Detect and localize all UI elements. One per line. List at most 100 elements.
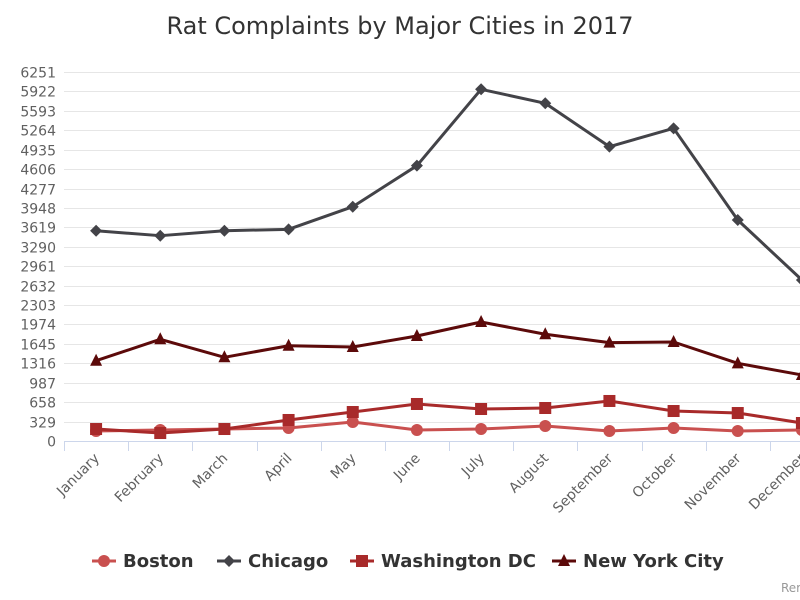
legend-diamond-icon — [223, 555, 235, 567]
x-tick-label: December — [746, 450, 800, 513]
y-tick-label: 4935 — [20, 144, 56, 160]
series-lines — [90, 83, 800, 440]
data-point[interactable] — [667, 405, 680, 418]
data-point[interactable] — [410, 424, 423, 437]
data-point[interactable] — [795, 368, 800, 381]
y-tick-label: 4277 — [20, 183, 56, 199]
legend-circle-icon — [98, 555, 110, 567]
data-point[interactable] — [154, 332, 167, 345]
data-point[interactable] — [795, 274, 800, 286]
data-point[interactable] — [603, 394, 616, 407]
legend-item-new-york-city[interactable]: New York City — [552, 551, 724, 572]
data-point[interactable] — [475, 83, 488, 96]
series-line[interactable] — [95, 320, 800, 377]
data-point[interactable] — [346, 406, 359, 419]
data-point[interactable] — [731, 356, 744, 369]
x-tick-label: October — [629, 450, 680, 501]
legend-item-chicago[interactable]: Chicago — [217, 551, 328, 572]
data-point[interactable] — [410, 159, 423, 172]
x-tick-label: February — [112, 451, 167, 506]
data-point[interactable] — [475, 314, 488, 327]
y-tick-label: 5922 — [20, 85, 56, 101]
legend-label: Chicago — [248, 551, 328, 572]
y-axis-ticks: 0 329 658 987 1316 1645 1974 2303 2632 2961 3290 36… — [20, 66, 56, 451]
data-point[interactable] — [731, 425, 744, 438]
data-point[interactable] — [539, 327, 552, 340]
data-point[interactable] — [603, 335, 616, 348]
y-tick-label: 3948 — [20, 202, 56, 218]
data-point[interactable] — [731, 213, 744, 226]
y-tick-label: 4606 — [20, 163, 56, 179]
data-point[interactable] — [731, 407, 744, 420]
series-boston — [90, 415, 800, 438]
data-point[interactable] — [282, 338, 295, 351]
y-tick-label: 658 — [29, 396, 56, 412]
legend-square-icon — [356, 555, 368, 567]
x-tick-label: May — [328, 451, 360, 483]
legend-label: New York City — [583, 551, 724, 572]
data-point[interactable] — [410, 397, 423, 410]
legend: Boston Chicago Washington DC New York City — [92, 551, 724, 572]
y-tick-label: 6251 — [20, 66, 56, 82]
legend-item-boston[interactable]: Boston — [92, 551, 194, 572]
y-tick-label: 2303 — [20, 299, 56, 315]
data-point[interactable] — [218, 423, 231, 436]
x-tick-label: April — [261, 451, 295, 485]
y-tick-label: 1316 — [20, 357, 56, 373]
x-axis: January February March April May June July Augu… — [53, 441, 800, 517]
series-line[interactable] — [95, 399, 800, 435]
legend-triangle-icon — [558, 554, 570, 566]
chart-title: Rat Complaints by Major Cities in 2017 — [166, 12, 633, 40]
data-point[interactable] — [90, 353, 103, 366]
x-tick-label: January — [53, 451, 103, 501]
data-point[interactable] — [539, 420, 552, 433]
data-point[interactable] — [218, 350, 231, 363]
data-point[interactable] — [90, 224, 103, 237]
data-point[interactable] — [667, 422, 680, 435]
data-point[interactable] — [90, 423, 103, 436]
legend-item-washington-dc[interactable]: Washington DC — [350, 551, 536, 572]
y-tick-label: 1974 — [20, 318, 56, 334]
data-point[interactable] — [795, 416, 800, 429]
data-point[interactable] — [539, 402, 552, 415]
data-point[interactable] — [603, 425, 616, 438]
data-point[interactable] — [667, 335, 680, 348]
x-tick-label: June — [390, 451, 424, 485]
x-tick-label: July — [458, 451, 488, 481]
data-point[interactable] — [346, 340, 359, 353]
y-tick-label: 0 — [47, 435, 56, 451]
series-new-york-city — [90, 314, 800, 381]
data-point[interactable] — [154, 229, 167, 242]
data-point[interactable] — [346, 200, 359, 213]
data-point[interactable] — [539, 97, 552, 110]
x-tick-label: August — [506, 450, 552, 496]
legend-label: Washington DC — [381, 551, 536, 572]
x-tick-label: March — [190, 451, 231, 492]
data-point[interactable] — [282, 413, 295, 426]
legend-label: Boston — [123, 551, 194, 572]
data-point[interactable] — [410, 328, 423, 341]
data-point[interactable] — [282, 223, 295, 236]
y-tick-label: 3619 — [20, 221, 56, 237]
y-tick-label: 5264 — [20, 124, 56, 140]
x-tick-label: November — [682, 450, 745, 513]
data-point[interactable] — [475, 423, 488, 436]
y-tick-label: 2632 — [20, 280, 56, 296]
series-line[interactable] — [95, 87, 800, 281]
y-tick-label: 2961 — [20, 260, 56, 276]
y-tick-label: 1645 — [20, 338, 56, 354]
data-point[interactable] — [346, 415, 359, 428]
data-point[interactable] — [603, 140, 616, 153]
y-tick-label: 3290 — [20, 241, 56, 257]
x-tick-label: September — [550, 450, 616, 516]
grid-lines — [64, 72, 800, 423]
y-tick-label: 5593 — [20, 105, 56, 121]
credits-text[interactable]: Rer — [781, 581, 800, 595]
data-point[interactable] — [218, 224, 231, 237]
series-washington-dc — [90, 394, 800, 440]
data-point[interactable] — [154, 427, 167, 440]
data-point[interactable] — [667, 122, 680, 135]
y-tick-label: 987 — [29, 377, 56, 393]
data-point[interactable] — [475, 403, 488, 416]
